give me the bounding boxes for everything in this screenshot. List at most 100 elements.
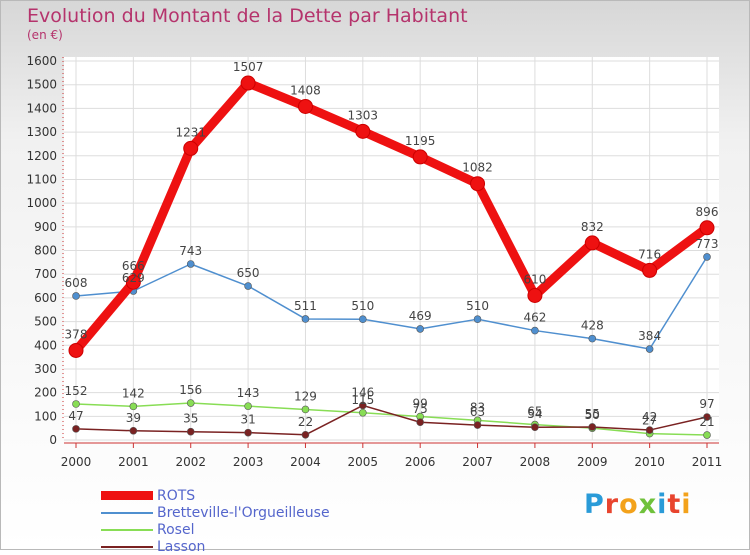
y-tick-label: 600 (34, 291, 57, 305)
y-tick-label: 1600 (26, 54, 57, 68)
data-label-rots: 1303 (348, 108, 379, 122)
data-label-rots: 1507 (233, 60, 264, 74)
data-label-lasson: 35 (183, 412, 198, 426)
data-point-rosel (703, 431, 711, 439)
data-label-rots: 610 (523, 273, 546, 287)
data-label-rosel: 143 (237, 386, 260, 400)
y-tick-label: 0 (49, 433, 57, 447)
data-label-rots: 1082 (462, 161, 493, 175)
y-tick-label: 1100 (26, 172, 57, 186)
data-point-bretteville-l-orgueilleuse (473, 315, 482, 323)
y-tick-label: 100 (34, 409, 57, 423)
data-label-lasson: 63 (470, 405, 485, 419)
data-label-rots: 1231 (175, 125, 206, 139)
data-label-rosel: 65 (527, 405, 542, 419)
data-label-bretteville-l-orgueilleuse: 510 (466, 299, 489, 313)
chart-title: Evolution du Montant de la Dette par Hab… (27, 5, 468, 27)
legend-label: Lasson (157, 538, 206, 555)
data-label-bretteville-l-orgueilleuse: 743 (179, 244, 202, 258)
x-tick-label: 2001 (118, 455, 149, 469)
data-point-bretteville-l-orgueilleuse (703, 253, 711, 261)
legend-item-rots: ROTS (101, 487, 330, 504)
data-point-bretteville-l-orgueilleuse (531, 326, 539, 335)
legend-swatch (101, 545, 153, 548)
data-point-bretteville-l-orgueilleuse (588, 334, 597, 343)
plot-background (64, 57, 719, 440)
data-label-rots: 896 (696, 205, 719, 219)
x-tick-label: 2009 (577, 455, 608, 469)
x-tick-label: 2000 (61, 455, 92, 469)
data-point-lasson (359, 401, 367, 410)
data-label-rosel: 21 (699, 415, 714, 429)
data-point-rosel (301, 405, 310, 414)
y-tick-label: 1400 (26, 101, 57, 115)
data-label-rosel: 99 (413, 397, 428, 411)
data-point-rosel (72, 400, 80, 408)
legend-swatch (101, 491, 153, 500)
legend-item-lasson: Lasson (101, 538, 330, 555)
data-point-bretteville-l-orgueilleuse (301, 315, 310, 323)
data-point-bretteville-l-orgueilleuse (359, 315, 367, 323)
data-label-lasson: 54 (527, 407, 542, 421)
data-label-bretteville-l-orgueilleuse: 629 (122, 271, 145, 285)
legend-swatch (101, 528, 153, 531)
data-point-rots (527, 288, 543, 304)
y-tick-label: 1000 (26, 196, 57, 210)
data-point-rots (68, 342, 84, 358)
data-label-bretteville-l-orgueilleuse: 384 (638, 329, 661, 343)
grid-lines (64, 57, 719, 441)
data-point-bretteville-l-orgueilleuse (416, 325, 424, 333)
legend-swatch (101, 511, 153, 514)
series-line-bretteville-l-orgueilleuse (75, 256, 708, 350)
legend-item-bretteville-l-orgueilleuse: Bretteville-l'Orgueilleuse (101, 504, 330, 521)
data-label-rosel: 83 (470, 400, 485, 414)
data-label-rots: 716 (638, 247, 661, 261)
data-point-bretteville-l-orgueilleuse (186, 260, 195, 268)
x-tick-label: 2010 (634, 455, 665, 469)
data-label-lasson: 55 (585, 407, 600, 421)
data-label-bretteville-l-orgueilleuse: 650 (237, 266, 260, 280)
data-label-rosel: 129 (294, 389, 317, 403)
data-label-lasson: 97 (699, 397, 714, 411)
y-tick-label: 1200 (26, 149, 57, 163)
data-point-rosel (129, 402, 138, 411)
data-label-bretteville-l-orgueilleuse: 428 (581, 319, 604, 333)
data-label-bretteville-l-orgueilleuse: 608 (65, 276, 88, 290)
data-label-rots: 1408 (290, 83, 321, 97)
data-point-lasson (129, 426, 138, 435)
data-label-bretteville-l-orgueilleuse: 511 (294, 299, 317, 313)
x-tick-label: 2008 (520, 455, 551, 469)
data-point-rots (412, 149, 428, 165)
data-point-lasson (703, 413, 711, 421)
y-tick-label: 300 (34, 362, 57, 376)
data-point-bretteville-l-orgueilleuse (72, 292, 80, 300)
data-label-rosel: 27 (642, 414, 657, 428)
data-label-lasson: 75 (413, 402, 428, 416)
data-point-lasson (416, 418, 424, 427)
x-tick-label: 2002 (175, 455, 206, 469)
data-label-rots: 1195 (405, 134, 436, 148)
series-line-rosel (75, 402, 708, 436)
data-label-lasson: 146 (351, 385, 374, 399)
data-label-bretteville-l-orgueilleuse: 469 (409, 309, 432, 323)
data-point-lasson (244, 428, 252, 437)
data-point-rosel (186, 399, 195, 407)
data-point-rots (699, 220, 715, 236)
data-point-rots (240, 75, 256, 91)
data-label-lasson: 42 (642, 410, 657, 424)
data-point-bretteville-l-orgueilleuse (645, 345, 654, 353)
legend-label: ROTS (157, 487, 196, 504)
data-label-lasson: 31 (240, 413, 255, 427)
data-label-rots: 378 (65, 327, 88, 341)
proxiti-logo: Proxiti (584, 489, 692, 520)
series-line-rots (72, 78, 710, 354)
y-tick-label: 800 (34, 244, 57, 258)
data-point-rots (355, 123, 371, 139)
data-point-rots (470, 176, 486, 192)
x-tick-label: 2011 (692, 455, 723, 469)
series-lines (68, 75, 715, 439)
data-label-rots: 666 (122, 259, 145, 273)
y-tick-label: 700 (34, 267, 57, 281)
data-label-bretteville-l-orgueilleuse: 773 (696, 237, 719, 251)
legend: ROTS Bretteville-l'Orgueilleuse Rosel Lasso… (101, 487, 330, 555)
